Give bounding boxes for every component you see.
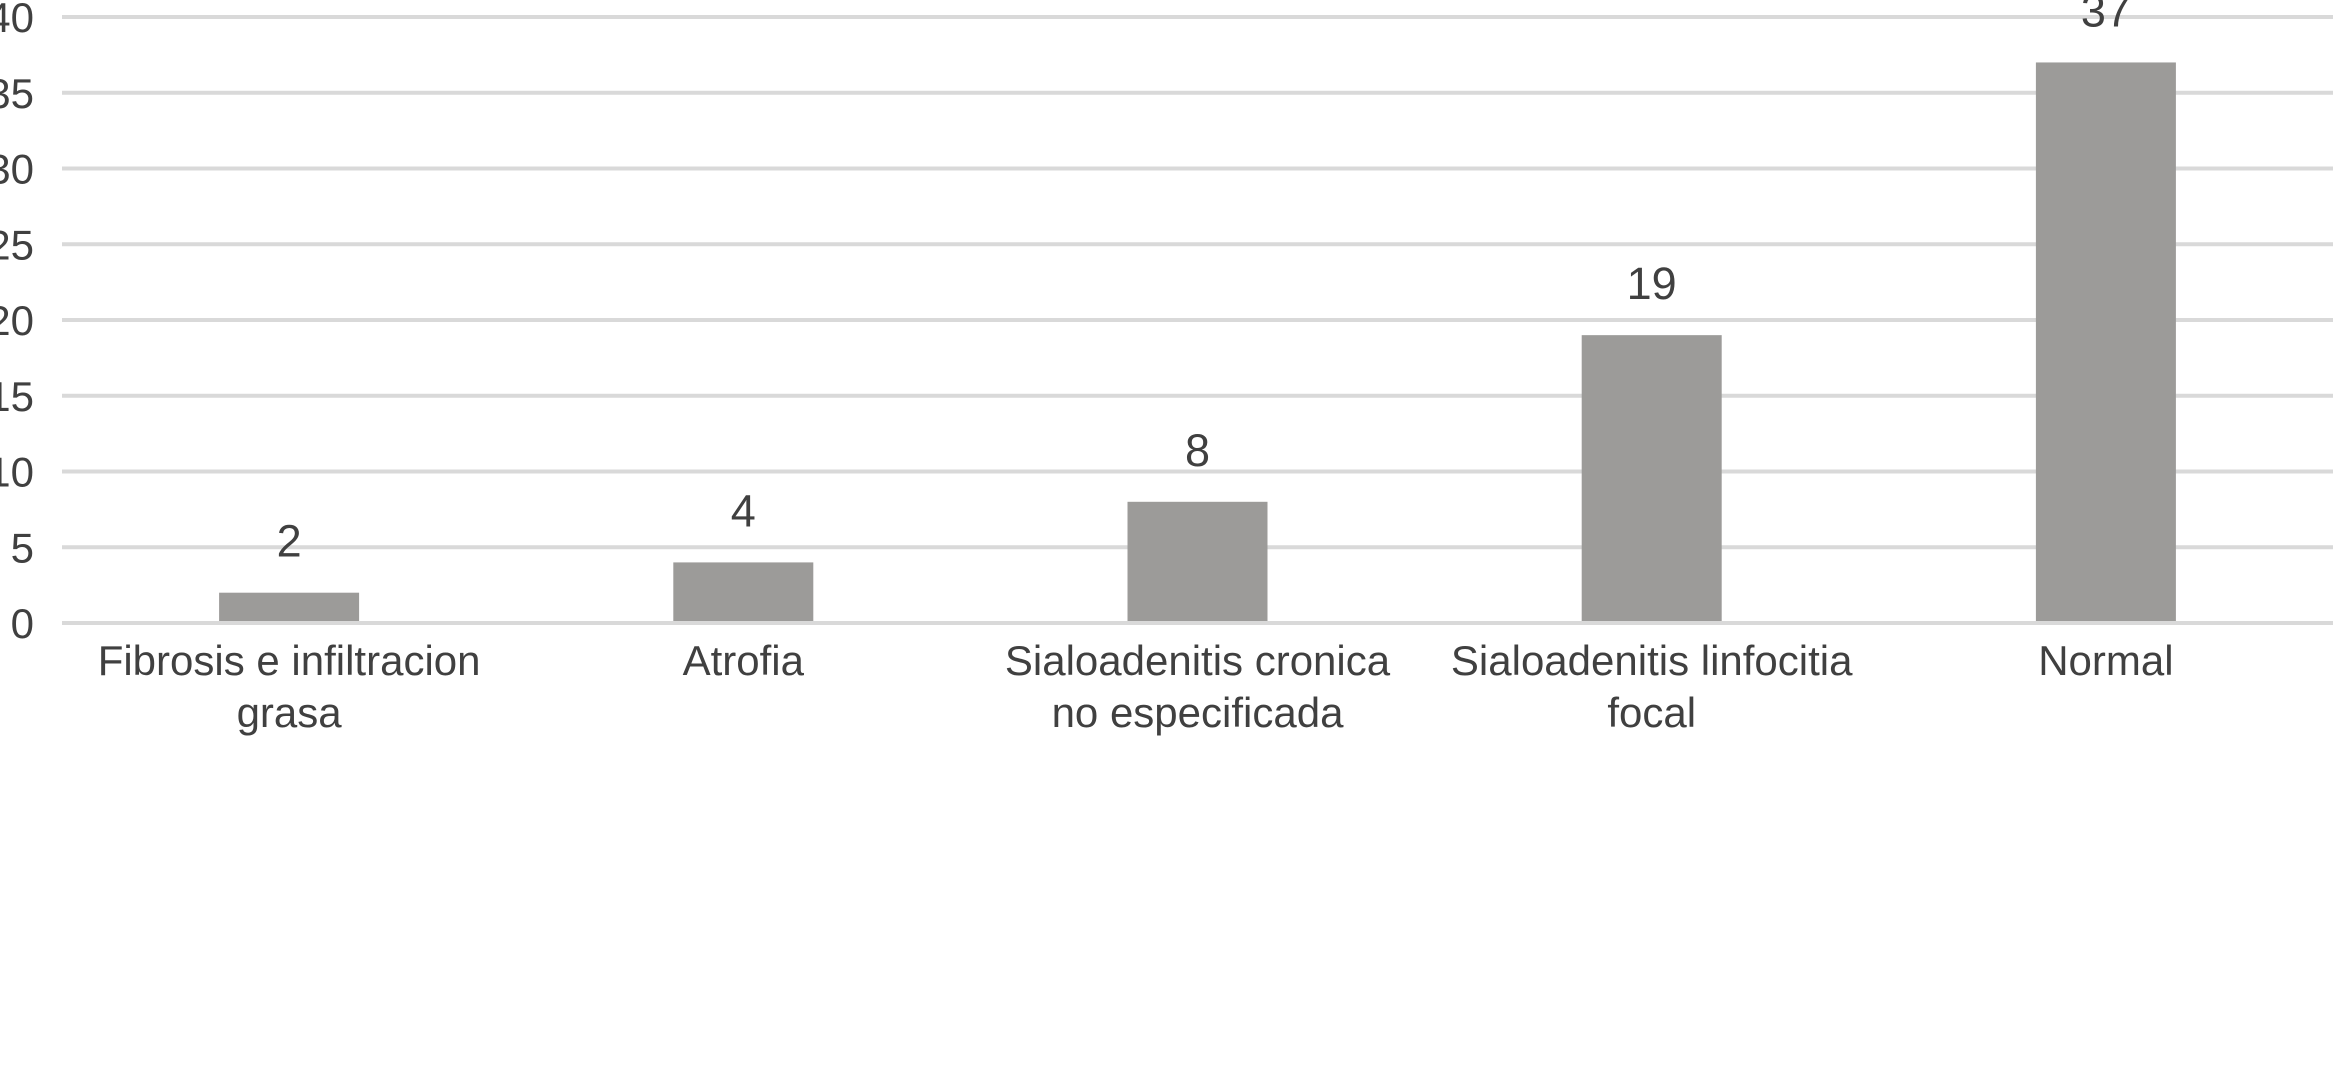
bar (2035, 62, 2176, 623)
data-label: 4 (731, 485, 756, 536)
bar (219, 592, 360, 623)
gridlines (62, 15, 2333, 550)
data-label: 37 (2081, 0, 2131, 36)
category-label: Sialoadenitis linfocitia focal (1451, 637, 1853, 736)
category-label-line: grasa (237, 689, 343, 736)
category-label-line: Atrofia (683, 637, 805, 684)
y-tick-label: 5 (11, 524, 34, 571)
y-tick-label: 35 (0, 70, 34, 117)
data-labels: 2 4 8 19 37 (277, 0, 2131, 567)
y-tick-label: 10 (0, 449, 34, 496)
data-label: 8 (1185, 425, 1210, 476)
category-label: Atrofia (683, 637, 805, 684)
y-tick-label: 30 (0, 146, 34, 193)
y-axis-tick-labels: 0 5 10 15 20 25 30 35 40 (0, 0, 34, 647)
category-label-line: no especificada (1052, 689, 1345, 736)
data-label: 19 (1627, 258, 1677, 309)
y-tick-label: 20 (0, 297, 34, 344)
category-label: Normal (2038, 637, 2173, 684)
y-tick-label: 25 (0, 221, 34, 268)
bar (673, 562, 814, 623)
data-label: 2 (277, 516, 302, 567)
category-label-line: Fibrosis e infiltracion (98, 637, 481, 684)
category-label: Sialoadenitis cronica no especificada (1005, 637, 1391, 736)
bars (219, 62, 2176, 623)
category-label-line: focal (1607, 689, 1696, 736)
y-tick-label: 40 (0, 0, 34, 41)
category-label-line: Sialoadenitis cronica (1005, 637, 1391, 684)
y-tick-label: 15 (0, 373, 34, 420)
category-label: Fibrosis e infiltracion grasa (98, 637, 481, 736)
category-label-line: Sialoadenitis linfocitia (1451, 637, 1853, 684)
category-labels: Fibrosis e infiltracion grasa Atrofia Sialo… (98, 637, 2174, 736)
bar (1581, 335, 1722, 623)
y-tick-label: 0 (11, 600, 34, 647)
bar (1127, 501, 1268, 623)
category-label-line: Normal (2038, 637, 2173, 684)
